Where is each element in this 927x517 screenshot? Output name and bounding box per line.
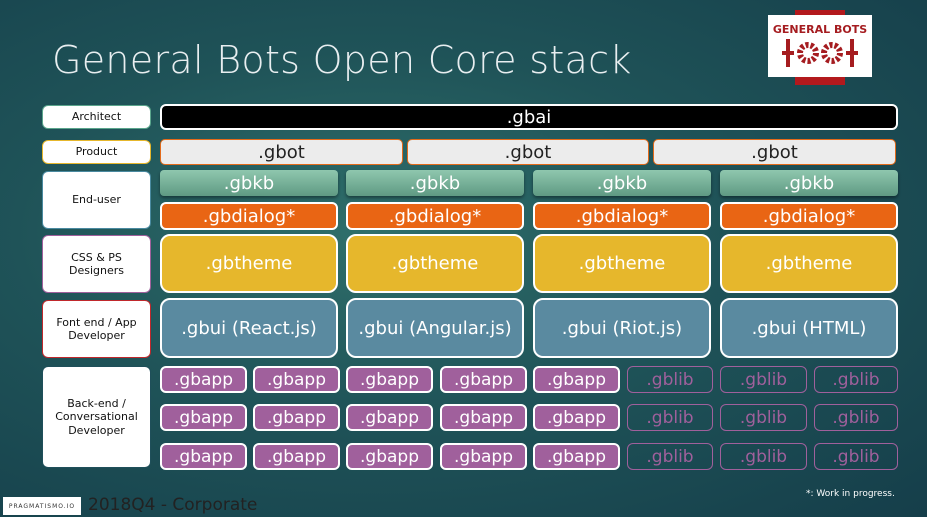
gbot-block: .gbot bbox=[160, 139, 403, 165]
gblib-block: .gblib bbox=[720, 366, 807, 393]
gbui-block: .gbui (Riot.js) bbox=[533, 298, 711, 358]
page-title: General Bots Open Core stack bbox=[52, 38, 632, 82]
gbot-block: .gbot bbox=[653, 139, 896, 165]
role-label: Back-end / Conversational Developer bbox=[42, 366, 151, 468]
gbapp-block: .gbapp bbox=[440, 404, 527, 431]
logo-text: GENERAL BOTS bbox=[772, 22, 868, 36]
gbtheme-block: .gbtheme bbox=[720, 234, 898, 293]
general-bots-logo: GENERAL BOTS bbox=[768, 15, 872, 77]
gbkb-block: .gbkb bbox=[533, 170, 711, 196]
gbapp-block: .gbapp bbox=[253, 404, 340, 431]
gbtheme-block: .gbtheme bbox=[346, 234, 524, 293]
gbui-block: .gbui (Angular.js) bbox=[346, 298, 524, 358]
gblib-block: .gblib bbox=[720, 443, 807, 470]
gbui-block: .gbui (React.js) bbox=[160, 298, 338, 358]
gbkb-block: .gbkb bbox=[346, 170, 524, 196]
gbapp-block: .gbapp bbox=[533, 404, 620, 431]
gbapp-block: .gbapp bbox=[533, 443, 620, 470]
gbapp-block: .gbapp bbox=[440, 443, 527, 470]
gblib-block: .gblib bbox=[720, 404, 807, 431]
gbkb-block: .gbkb bbox=[720, 170, 898, 196]
gbkb-block: .gbkb bbox=[160, 170, 338, 196]
gblib-block: .gblib bbox=[814, 443, 898, 470]
gblib-block: .gblib bbox=[627, 404, 713, 431]
gbapp-block: .gbapp bbox=[346, 366, 433, 393]
gblib-block: .gblib bbox=[814, 366, 898, 393]
gbapp-block: .gbapp bbox=[533, 366, 620, 393]
gbdialog-block: .gbdialog* bbox=[720, 202, 898, 230]
pragmatismo-logo: PRAGMATISMO.IO bbox=[3, 497, 81, 515]
gblib-block: .gblib bbox=[814, 404, 898, 431]
gbapp-block: .gbapp bbox=[346, 404, 433, 431]
role-label: Font end / App Developer bbox=[42, 300, 151, 358]
role-label: CSS & PS Designers bbox=[42, 235, 151, 293]
gbdialog-block: .gbdialog* bbox=[533, 202, 711, 230]
gbtheme-block: .gbtheme bbox=[160, 234, 338, 293]
footnote: *: Work in progress. bbox=[806, 489, 895, 499]
gbapp-block: .gbapp bbox=[440, 366, 527, 393]
gbot-block: .gbot bbox=[407, 139, 649, 165]
gbdialog-block: .gbdialog* bbox=[346, 202, 524, 230]
gblib-block: .gblib bbox=[627, 366, 713, 393]
gbapp-block: .gbapp bbox=[160, 404, 247, 431]
gbapp-block: .gbapp bbox=[346, 443, 433, 470]
gbapp-block: .gbapp bbox=[253, 443, 340, 470]
gears-icon bbox=[782, 38, 858, 67]
gbapp-block: .gbapp bbox=[253, 366, 340, 393]
gbai-block: .gbai bbox=[160, 104, 898, 130]
gbtheme-block: .gbtheme bbox=[533, 234, 711, 293]
role-label: Architect bbox=[42, 105, 151, 129]
period-label: 2018Q4 - Corporate bbox=[88, 495, 258, 515]
gbdialog-block: .gbdialog* bbox=[160, 202, 338, 230]
gbui-block: .gbui (HTML) bbox=[720, 298, 898, 358]
role-label: End-user bbox=[42, 171, 151, 229]
role-label: Product bbox=[42, 140, 151, 164]
gbapp-block: .gbapp bbox=[160, 366, 247, 393]
gbapp-block: .gbapp bbox=[160, 443, 247, 470]
gblib-block: .gblib bbox=[627, 443, 713, 470]
